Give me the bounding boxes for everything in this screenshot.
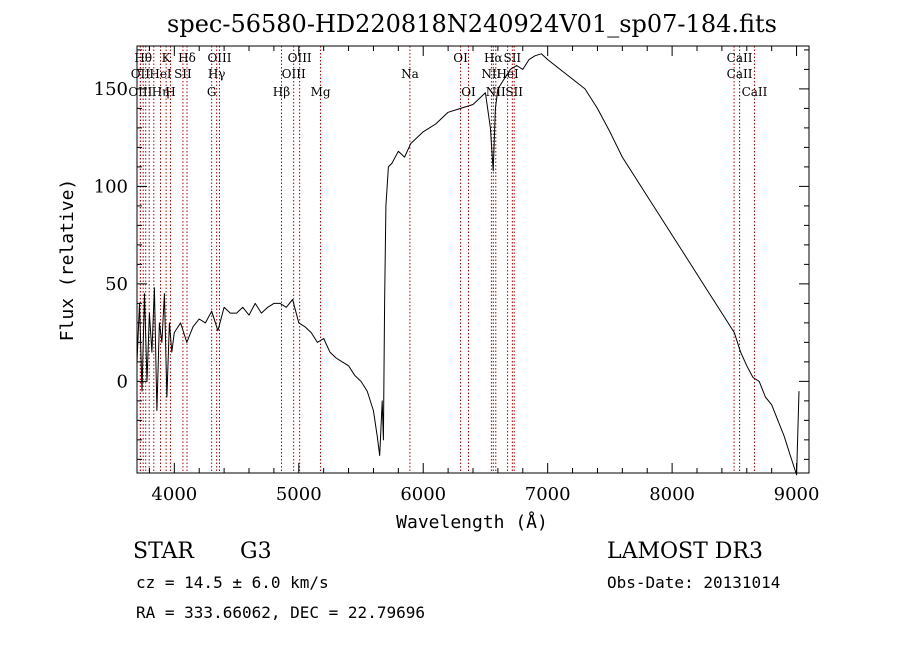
line-label-26: SII	[503, 51, 521, 65]
line-label-27: SII	[505, 85, 523, 99]
line-label-1: OII	[131, 67, 151, 81]
line-label-22: NII	[481, 67, 501, 81]
line-label-11: Hδ	[178, 51, 196, 65]
line-label-8: K	[162, 51, 172, 65]
spectrum-line	[136, 53, 800, 476]
x-tick-label-5: 9000	[774, 484, 820, 505]
line-label-18: Mg	[311, 85, 331, 99]
spectral-line-markers	[139, 46, 755, 473]
line-label-10: SII	[174, 67, 192, 81]
line-label-31: CaII	[742, 85, 768, 99]
x-axis: 4000 5000 6000 7000 8000 9000	[148, 46, 820, 505]
x-tick-label-2: 6000	[400, 484, 446, 505]
x-axis-label: Wavelength (Å)	[396, 511, 548, 533]
line-label-12: G	[207, 85, 217, 99]
y-axis-label: Flux (relative)	[57, 179, 78, 342]
y-tick-label-2: 100	[94, 176, 128, 197]
line-label-29: CaII	[727, 51, 753, 65]
line-label-23: Hα	[484, 51, 503, 65]
cz-value: cz = 14.5 ± 6.0 km/s	[136, 573, 329, 592]
observation-date: Obs-Date: 20131014	[607, 573, 781, 592]
x-tick-label-1: 5000	[276, 484, 322, 505]
object-class: STAR	[133, 539, 194, 564]
coordinates: RA = 333.66062, DEC = 22.79696	[136, 603, 425, 622]
line-label-0: Hθ	[134, 51, 152, 65]
x-tick-label-0: 4000	[151, 484, 197, 505]
chart-title: spec-56580-HD220818N240924V01_sp07-184.f…	[167, 10, 777, 38]
y-tick-label-3: 150	[94, 79, 128, 100]
line-label-17: OIII	[288, 51, 312, 65]
x-tick-label-4: 8000	[649, 484, 695, 505]
line-label-15: Hβ	[273, 85, 290, 99]
y-axis: 0 50 100 150	[94, 49, 809, 460]
line-label-6: HeI	[149, 67, 172, 81]
line-label-21: OI	[461, 85, 476, 99]
line-label-13: Hγ	[208, 67, 226, 81]
line-label-9: H	[165, 85, 175, 99]
y-tick-label-1: 50	[105, 274, 128, 295]
y-tick-label-0: 0	[117, 371, 128, 392]
line-label-7: Hη	[152, 85, 170, 99]
survey-name: LAMOST DR3	[607, 539, 763, 564]
line-label-30: CaII	[727, 67, 753, 81]
plot-frame	[136, 45, 810, 474]
line-label-19: Na	[401, 67, 419, 81]
line-label-20: OI	[453, 51, 468, 65]
line-label-24: NII	[486, 85, 506, 99]
line-label-16: OIII	[282, 67, 306, 81]
line-label-2: OIII	[128, 85, 152, 99]
spectral-line-labels: Hθ OII OIII HeI Hη K H SII Hδ G Hγ OIII Hβ OIII OIII Mg…	[128, 51, 767, 99]
subclass: G3	[240, 539, 272, 564]
line-label-14: OIII	[207, 51, 231, 65]
x-tick-label-3: 7000	[525, 484, 571, 505]
